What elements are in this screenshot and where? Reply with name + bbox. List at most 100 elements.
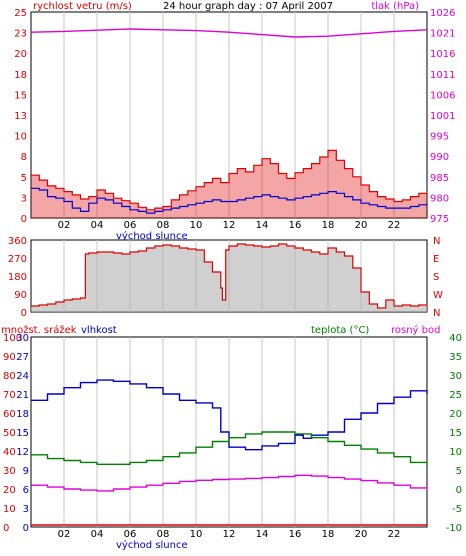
pressure-ytick: 1021	[430, 29, 455, 40]
temperature-ytick: 30	[449, 371, 462, 382]
pressure-ytick: 1026	[430, 8, 455, 19]
humidity-ytick: 27	[16, 352, 29, 363]
wind-ytick: 13	[14, 111, 27, 122]
pressure-ytick: 975	[430, 214, 449, 225]
precip-ytick: 80	[3, 371, 16, 382]
precip-ytick: 90	[3, 352, 16, 363]
wind-xtick: 10	[190, 220, 203, 231]
direction-line	[31, 243, 428, 309]
wind-xtick: 12	[223, 220, 236, 231]
temperature-ylabel: teplota (°C)	[311, 325, 369, 336]
wind-xtick: 16	[289, 220, 302, 231]
direction-ytick: 180	[8, 272, 27, 283]
thermo-xtick: 22	[388, 529, 401, 540]
wind-ytick: 0	[21, 214, 27, 225]
wind-xtick: 04	[91, 220, 104, 231]
temperature-ytick: 10	[449, 447, 462, 458]
wind-ytick: 5	[21, 173, 27, 184]
thermo-xtick: 04	[91, 529, 104, 540]
wind-xtick: 18	[322, 220, 335, 231]
humidity-ytick: 24	[16, 371, 29, 382]
thermo-xtick: 18	[322, 529, 335, 540]
temperature-ytick: 5	[456, 466, 462, 477]
thermo-xtick: 10	[190, 529, 203, 540]
precip-ytick: 30	[3, 466, 16, 477]
wind-ytick: 15	[14, 90, 27, 101]
direction-compass-label: E	[433, 254, 439, 265]
temperature-ytick: 25	[449, 390, 462, 401]
wind-ytick: 23	[14, 29, 27, 40]
precip-ytick: 50	[3, 428, 16, 439]
humidity-ytick: 30	[16, 333, 29, 344]
humidity-ytick: 3	[23, 504, 29, 515]
wind-xtick: 06	[124, 220, 137, 231]
wind-ytick: 3	[21, 193, 27, 204]
direction-compass-label: W	[433, 290, 443, 301]
temperature-ytick: 40	[449, 333, 462, 344]
wind-ytick: 18	[14, 70, 27, 81]
direction-ytick: 360	[8, 236, 27, 247]
direction-compass-label: S	[433, 272, 439, 283]
wind-xtick: 14	[256, 220, 269, 231]
thermo-xtick: 08	[157, 529, 170, 540]
temperature-ytick: 15	[449, 428, 462, 439]
precip-ytick: 20	[3, 485, 16, 496]
pressure-ylabel: tlak (hPa)	[371, 1, 419, 12]
precip-ytick: 40	[3, 447, 16, 458]
pressure-ytick: 1016	[430, 49, 455, 60]
direction-ytick: 270	[8, 254, 27, 265]
humidity-ytick: 21	[16, 390, 29, 401]
wind-xtick: 20	[355, 220, 368, 231]
thermo-xtick: 14	[256, 529, 269, 540]
humidity-ytick: 0	[23, 523, 29, 534]
humidity-line	[31, 379, 428, 451]
pressure-ytick: 985	[430, 173, 449, 184]
thermo-xtick: 12	[223, 529, 236, 540]
wind-ytick: 10	[14, 132, 27, 143]
wind-ylabel: rychlost vetru (m/s)	[33, 1, 132, 12]
pressure-ytick: 1011	[430, 70, 455, 81]
pressure-ytick: 980	[430, 193, 449, 204]
thermo-xtick: 20	[355, 529, 368, 540]
temperature-ytick: -10	[446, 523, 462, 534]
thermo-xtick: 16	[289, 529, 302, 540]
thermo-xtick: 02	[58, 529, 71, 540]
pressure-ytick: 995	[430, 132, 449, 143]
pressure-ytick: 990	[430, 152, 449, 163]
pressure-line	[30, 28, 428, 38]
temperature-line	[31, 431, 428, 467]
chart-title: 24 hour graph day : 07 April 2007	[163, 1, 333, 12]
wind-sunrise-label: východ slunce	[116, 230, 188, 242]
precip-ytick: 70	[3, 390, 16, 401]
wind-average-line	[31, 187, 428, 214]
wind-ytick: 20	[14, 49, 27, 60]
humidity-ytick: 12	[16, 447, 29, 458]
temperature-ytick: 20	[449, 409, 462, 420]
dewpoint-line	[31, 474, 428, 492]
temperature-ytick: -5	[452, 504, 462, 515]
precip-ytick: 60	[3, 409, 16, 420]
direction-ytick: 90	[14, 290, 27, 301]
dewpoint-ylabel: rosný bod	[391, 324, 440, 336]
pressure-ytick: 1001	[430, 111, 455, 122]
wind-ytick: 8	[21, 152, 27, 163]
precip-ytick: 100	[3, 333, 22, 344]
humidity-ytick: 6	[23, 485, 29, 496]
humidity-ylabel: vlhkost	[81, 325, 117, 336]
temperature-ytick: 0	[456, 485, 462, 496]
precip-ytick: 0	[3, 523, 9, 534]
humidity-ytick: 15	[16, 428, 29, 439]
direction-fill	[31, 244, 427, 312]
humidity-ytick: 18	[16, 409, 29, 420]
wind-speed-line	[31, 149, 428, 211]
thermo-sunrise-label: východ slunce	[116, 539, 188, 551]
precip-ytick: 10	[3, 504, 16, 515]
temperature-ytick: 35	[449, 352, 462, 363]
wind-panel: 0 3 5 8 10 13 15 18 20 23 25 975 980 985 990 995 1001 10…	[14, 1, 455, 242]
wind-xtick: 02	[58, 220, 71, 231]
humidity-ytick: 9	[23, 466, 29, 477]
wind-xtick: 22	[388, 220, 401, 231]
